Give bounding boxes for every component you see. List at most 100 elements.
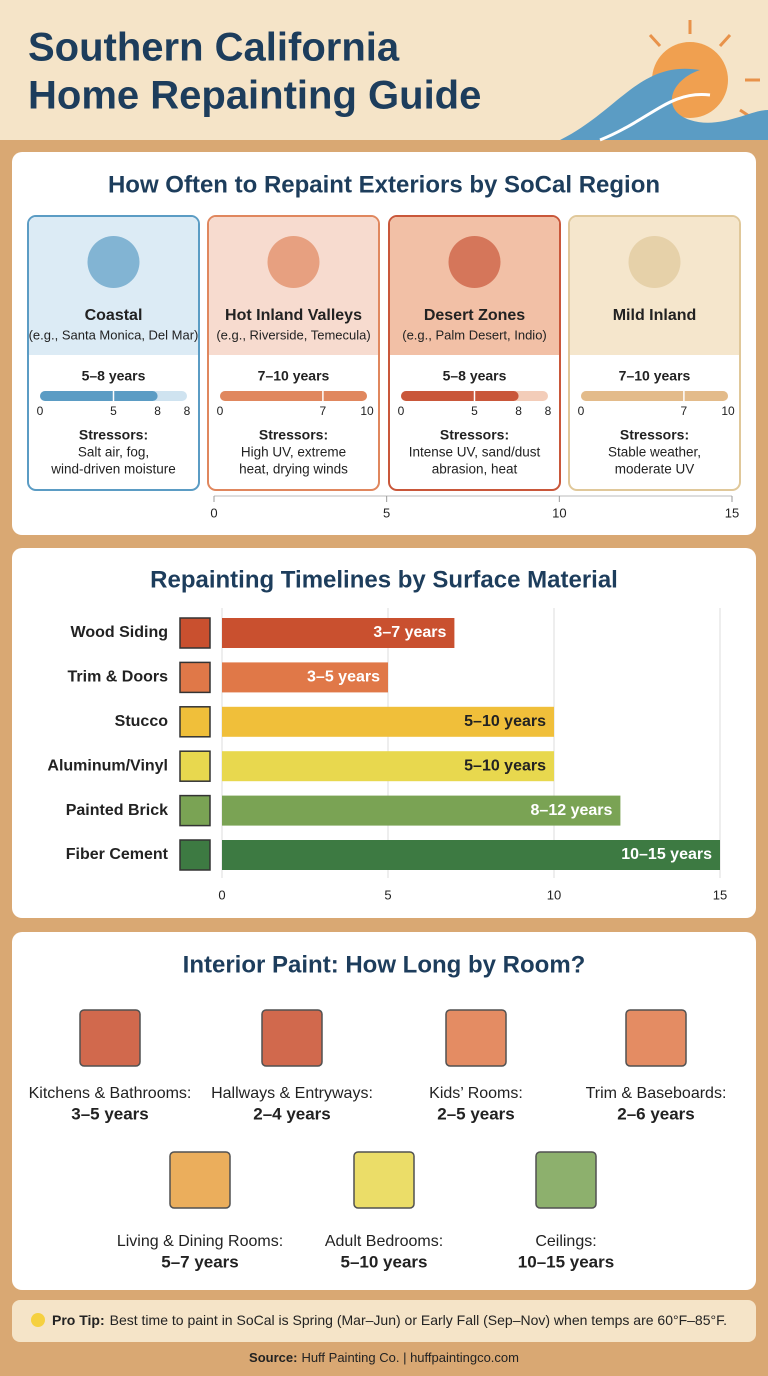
text-span: Best time to paint in SoCal is Spring (M…	[110, 1312, 727, 1328]
material-icon	[179, 839, 211, 871]
room-label: Kids’ Rooms:	[429, 1085, 523, 1102]
stressor: High UV, extreme	[241, 445, 346, 460]
tick-label: 5	[110, 404, 117, 418]
tick-label: 0	[578, 404, 585, 418]
room-years: 5–10 years	[341, 1252, 428, 1271]
stressor: heat, drying winds	[239, 462, 348, 477]
bar-label: 5–10 years	[464, 713, 546, 730]
room-label: Ceilings:	[535, 1233, 596, 1250]
tip-icon	[31, 1313, 45, 1327]
tick-label: 8	[184, 404, 191, 418]
title: Southern California	[28, 26, 400, 70]
range-label: 5–8 years	[443, 368, 507, 384]
range-label: 7–10 years	[619, 368, 691, 384]
material-icon	[179, 706, 211, 738]
region-example: (e.g., Palm Desert, Indio)	[402, 327, 547, 342]
stressor: Intense UV, sand/dust	[409, 445, 541, 460]
tick-label: 10	[360, 404, 374, 418]
tip-panel	[12, 1300, 756, 1342]
tick-label: 15	[725, 505, 739, 520]
tip: Pro Tip: Best time to paint in SoCal is S…	[52, 1312, 727, 1328]
text-span: Pro Tip:	[52, 1312, 105, 1328]
tick-label: 8	[154, 404, 161, 418]
bar-label: 3–7 years	[373, 624, 446, 641]
stressors-label: Stressors:	[620, 427, 689, 443]
room-label: Trim & Baseboards:	[586, 1085, 727, 1102]
section-title: Repainting Timelines by Surface Material	[150, 566, 618, 593]
tick-label: 7	[320, 404, 327, 418]
material-icon	[179, 617, 211, 649]
region-example: (e.g., Santa Monica, Del Mar)	[29, 327, 199, 342]
tick-label: 5	[384, 887, 391, 902]
stressor: moderate UV	[615, 462, 695, 477]
material-icon	[179, 794, 211, 827]
room-years: 2–6 years	[617, 1104, 695, 1123]
room-years: 2–5 years	[437, 1104, 515, 1123]
room-years: 2–4 years	[253, 1104, 331, 1123]
room-icon	[169, 1151, 231, 1209]
material-name: Trim & Doors	[68, 669, 169, 686]
bar-label: 5–10 years	[464, 757, 546, 774]
room-label: Hallways & Entryways:	[211, 1085, 373, 1102]
tick-label: 0	[398, 404, 405, 418]
section-title: How Often to Repaint Exteriors by SoCal …	[108, 171, 660, 198]
stressor: Stable weather,	[608, 445, 701, 460]
material-icon	[179, 750, 211, 782]
text-span: Huff Painting Co. | huffpaintingco.com	[301, 1350, 519, 1365]
source: Source: Huff Painting Co. | huffpaintingc…	[249, 1350, 519, 1365]
region-example: (e.g., Riverside, Temecula)	[216, 327, 370, 342]
stressor: wind-driven moisture	[50, 462, 176, 477]
tick-label: 8	[545, 404, 552, 418]
material-icon	[179, 661, 211, 694]
tick-label: 7	[681, 404, 688, 418]
room-years: 5–7 years	[161, 1252, 239, 1271]
tick-label: 10	[547, 887, 561, 902]
region-icon	[267, 236, 320, 288]
stressors-label: Stressors:	[79, 427, 148, 443]
room-icon	[445, 1009, 507, 1067]
region-name: Coastal	[85, 307, 143, 324]
room-years: 3–5 years	[71, 1104, 149, 1123]
tick-label: 8	[515, 404, 522, 418]
bar	[222, 751, 554, 782]
room-icon	[535, 1151, 597, 1209]
text-span: Source:	[249, 1350, 297, 1365]
bar-label: 10–15 years	[621, 846, 712, 863]
range-bar	[40, 391, 158, 401]
tick-label: 0	[210, 505, 217, 520]
material-name: Fiber Cement	[66, 846, 169, 863]
material-name: Wood Siding	[71, 624, 168, 641]
region-name: Mild Inland	[613, 307, 697, 324]
region-icon	[448, 236, 501, 288]
bar-label: 3–5 years	[307, 669, 380, 686]
range-label: 7–10 years	[258, 368, 330, 384]
room-label: Kitchens & Bathrooms:	[29, 1085, 192, 1102]
room-icon	[353, 1151, 415, 1209]
room-label: Adult Bedrooms:	[325, 1233, 443, 1250]
region-icon	[628, 236, 681, 288]
stressors-label: Stressors:	[440, 427, 509, 443]
stressor: Salt air, fog,	[78, 445, 149, 460]
range-bar	[401, 391, 519, 401]
tick-label: 10	[552, 505, 566, 520]
title: Home Repainting Guide	[28, 74, 481, 118]
bar	[222, 840, 720, 870]
tick-label: 0	[37, 404, 44, 418]
bar	[222, 662, 388, 693]
tick-label: 10	[721, 404, 735, 418]
room-icon	[79, 1009, 141, 1067]
bar	[222, 706, 554, 737]
material-name: Stucco	[115, 713, 169, 730]
stressor: abrasion, heat	[432, 462, 518, 477]
range-bar	[220, 391, 367, 401]
tick-label: 0	[218, 887, 225, 902]
room-icon	[625, 1009, 687, 1067]
range-label: 5–8 years	[82, 368, 146, 384]
range-bar	[581, 391, 728, 401]
tick-label: 15	[713, 887, 727, 902]
bar	[222, 795, 621, 826]
section-title: Interior Paint: How Long by Room?	[183, 951, 586, 978]
stressors-label: Stressors:	[259, 427, 328, 443]
tick-label: 5	[383, 505, 390, 520]
